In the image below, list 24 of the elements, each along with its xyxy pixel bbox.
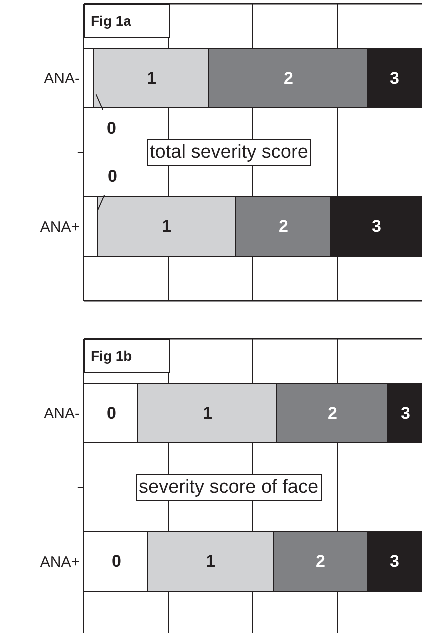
legend-label: 0 (107, 119, 116, 138)
text: 0 (112, 552, 122, 571)
text: Fig 1b (91, 348, 132, 364)
series-label: 3 (401, 404, 410, 423)
annotation: total severity score (150, 142, 308, 163)
series-label: 1 (162, 217, 172, 236)
y-tick-label: ANA- (44, 406, 80, 422)
series-label: 2 (279, 217, 288, 236)
y-tick-label: ANA+ (40, 219, 80, 236)
y-tick-label: ANA+ (40, 554, 80, 571)
text: 0 (108, 167, 118, 186)
text: Fig 1a (91, 13, 132, 29)
text: 3 (390, 552, 400, 571)
series-label: 2 (328, 404, 338, 423)
series-label: 3 (372, 217, 382, 236)
text: 1 (206, 552, 216, 571)
y-tick-label: ANA- (44, 70, 80, 88)
text: 3 (390, 69, 400, 88)
text: 1 (147, 69, 156, 88)
annotation: severity score of face (139, 477, 319, 498)
text: 2 (316, 552, 326, 571)
series-label: 0 (107, 404, 116, 423)
series-label: 1 (203, 404, 212, 423)
text: 2 (284, 69, 294, 88)
